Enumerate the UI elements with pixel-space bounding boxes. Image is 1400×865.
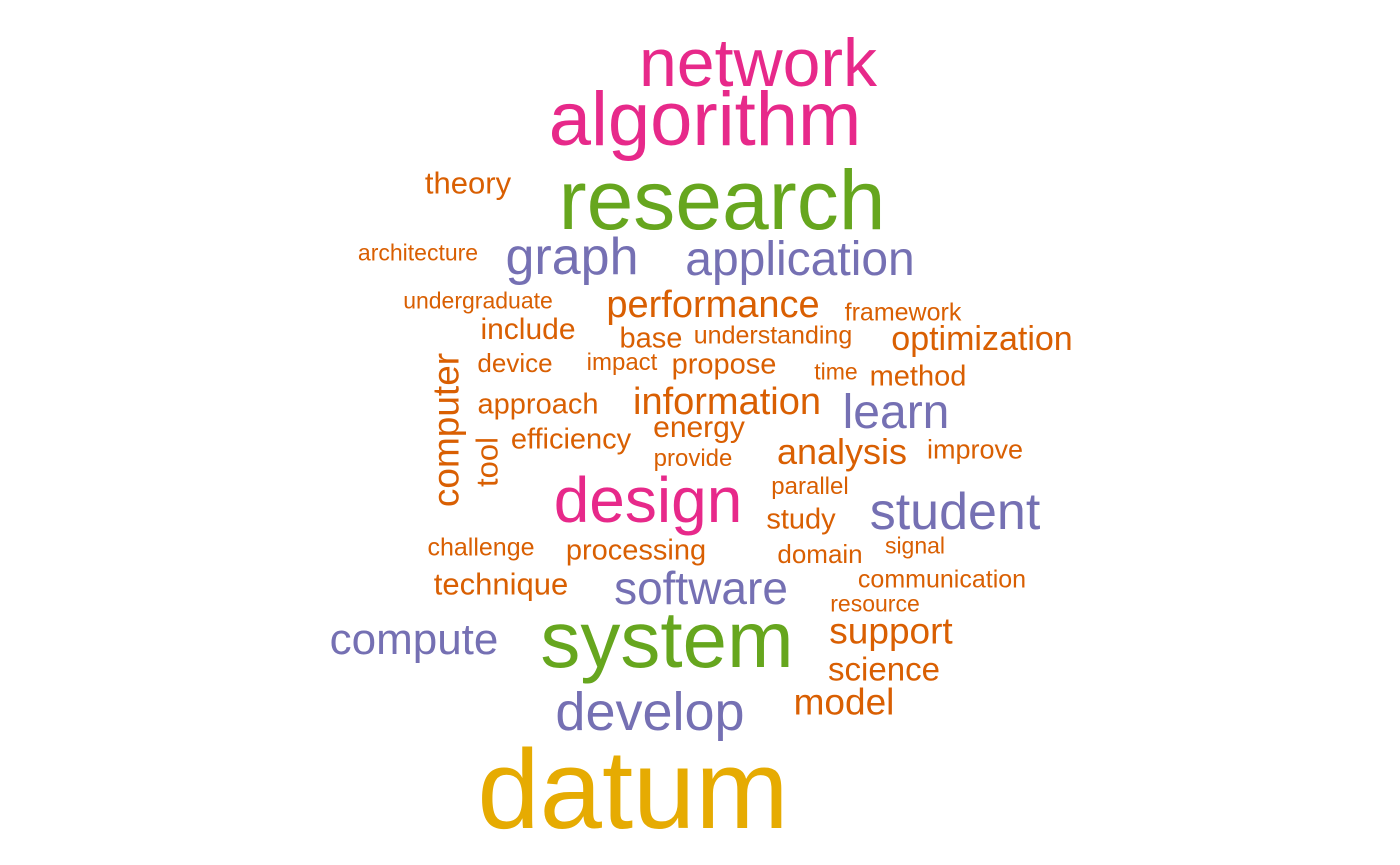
word-provide: provide bbox=[653, 445, 733, 472]
word-propose: propose bbox=[671, 348, 777, 381]
word-approach: approach bbox=[477, 388, 599, 421]
word-processing: processing bbox=[565, 534, 707, 567]
word-parallel: parallel bbox=[771, 473, 849, 500]
word-theory: theory bbox=[424, 165, 512, 201]
word-time: time bbox=[814, 358, 858, 385]
word-communication: communication bbox=[857, 565, 1027, 594]
word-analysis: analysis bbox=[776, 431, 908, 472]
word-technique: technique bbox=[433, 566, 569, 602]
word-performance: performance bbox=[606, 284, 820, 326]
word-datum: datum bbox=[477, 727, 789, 852]
word-improve: improve bbox=[926, 434, 1024, 465]
word-energy: energy bbox=[653, 411, 745, 444]
word-efficiency: efficiency bbox=[510, 423, 632, 456]
word-base: base bbox=[619, 322, 683, 355]
word-design: design bbox=[553, 464, 743, 536]
word-undergraduate: undergraduate bbox=[403, 287, 553, 314]
word-framework: framework bbox=[844, 298, 962, 327]
word-science: science bbox=[828, 650, 940, 688]
word-information: information bbox=[633, 381, 821, 423]
word-learn: learn bbox=[842, 386, 950, 439]
word-application: application bbox=[685, 233, 915, 286]
word-algorithm: algorithm bbox=[548, 77, 862, 162]
word-student: student bbox=[869, 483, 1041, 541]
word-resource: resource bbox=[830, 590, 920, 617]
word-architecture: architecture bbox=[357, 239, 479, 266]
word-system: system bbox=[540, 595, 794, 684]
word-graph: graph bbox=[505, 228, 639, 286]
word-computer: computer bbox=[425, 352, 467, 508]
word-research: research bbox=[558, 153, 886, 247]
word-understanding: understanding bbox=[693, 321, 853, 350]
word-model: model bbox=[793, 681, 895, 723]
word-challenge: challenge bbox=[427, 533, 535, 562]
word-support: support bbox=[829, 610, 953, 652]
word-device: device bbox=[477, 348, 553, 378]
word-method: method bbox=[869, 360, 967, 393]
word-study: study bbox=[766, 503, 836, 536]
word-develop: develop bbox=[555, 682, 745, 742]
word-domain: domain bbox=[777, 539, 863, 569]
word-tool: tool bbox=[469, 437, 505, 487]
word-network: network bbox=[638, 25, 878, 101]
word-compute: compute bbox=[329, 615, 499, 664]
word-include: include bbox=[480, 313, 576, 346]
word-software: software bbox=[614, 562, 788, 614]
word-impact: impact bbox=[586, 349, 658, 376]
word-optimization: optimization bbox=[891, 320, 1073, 358]
word-signal: signal bbox=[884, 532, 946, 559]
